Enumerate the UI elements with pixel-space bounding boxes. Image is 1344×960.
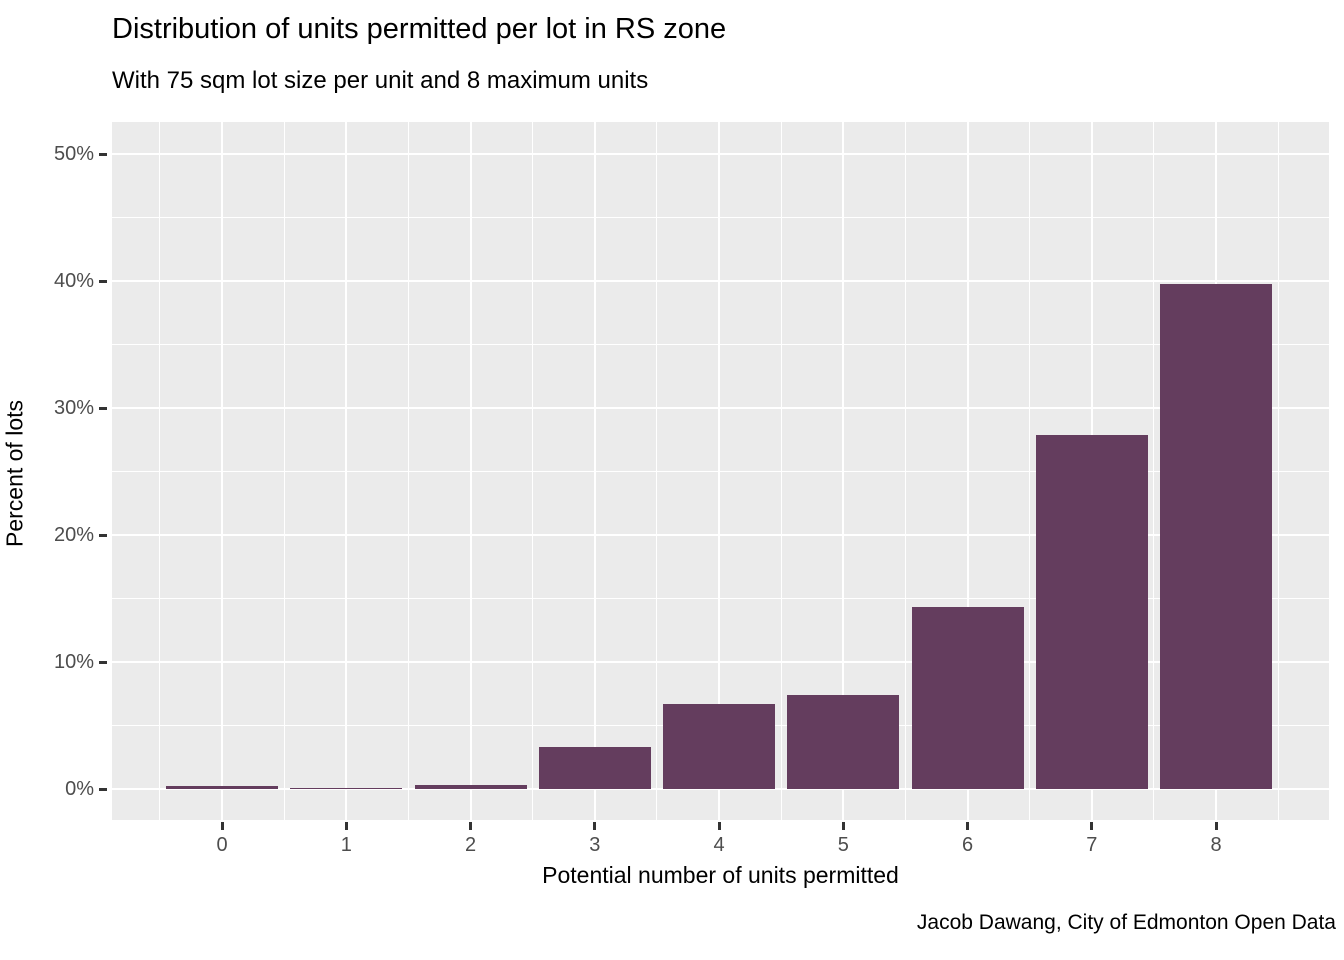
- y-tick-label: 40%: [53, 270, 94, 292]
- y-tick-label: 10%: [53, 651, 94, 673]
- y-tick-label: 0%: [65, 778, 94, 800]
- x-tick-label: 0: [216, 834, 228, 856]
- gridline-horizontal-major: [112, 661, 1329, 663]
- bar-units-0: [166, 786, 278, 789]
- x-tick-mark: [469, 822, 472, 830]
- x-tick-label: 4: [713, 834, 725, 856]
- x-tick-mark: [966, 822, 969, 830]
- x-tick-mark: [593, 822, 597, 830]
- bar-units-3: [539, 747, 651, 789]
- gridline-horizontal-minor: [112, 471, 1329, 472]
- x-tick-label: 2: [464, 834, 477, 856]
- y-tick-label: 30%: [53, 397, 94, 419]
- y-tick-mark: [99, 533, 107, 537]
- x-tick-label: 5: [837, 834, 849, 856]
- bar-units-8: [1160, 284, 1272, 789]
- gridline-horizontal-major: [112, 788, 1329, 790]
- gridline-horizontal-minor: [112, 217, 1329, 218]
- chart-caption: Jacob Dawang, City of Edmonton Open Data: [916, 911, 1336, 934]
- gridline-horizontal-major: [112, 534, 1329, 536]
- x-tick-mark: [717, 822, 721, 830]
- x-tick-label: 1: [340, 834, 352, 856]
- x-tick-label: 7: [1086, 834, 1098, 856]
- bar-units-1: [290, 788, 402, 789]
- chart-title: Distribution of units permitted per lot …: [112, 13, 727, 45]
- gridline-horizontal-minor: [112, 344, 1329, 345]
- bar-units-4: [663, 704, 775, 789]
- x-tick-mark: [1090, 822, 1094, 830]
- x-tick-label: 3: [589, 834, 601, 856]
- x-tick-mark: [344, 822, 348, 830]
- y-tick-mark: [99, 152, 107, 156]
- gridline-horizontal-major: [112, 407, 1329, 409]
- bar-units-5: [787, 695, 899, 789]
- y-tick-label: 50%: [53, 143, 94, 165]
- x-tick-label: 6: [961, 834, 974, 856]
- y-tick-mark: [99, 660, 107, 664]
- gridline-horizontal-minor: [112, 598, 1329, 599]
- y-tick-label: 20%: [53, 524, 94, 546]
- y-tick-mark: [99, 279, 107, 283]
- x-tick-mark: [1214, 822, 1218, 830]
- y-tick-mark: [99, 406, 107, 410]
- x-tick-label: 8: [1210, 834, 1222, 856]
- x-tick-mark: [220, 822, 224, 830]
- bar-units-2: [415, 785, 527, 789]
- x-axis-title: Potential number of units permitted: [542, 862, 899, 888]
- bar-units-6: [912, 607, 1024, 789]
- x-tick-mark: [841, 822, 845, 830]
- gridline-horizontal-major: [112, 153, 1329, 155]
- chart-subtitle: With 75 sqm lot size per unit and 8 maxi…: [112, 67, 649, 94]
- y-axis-title: Percent of lots: [1, 399, 28, 548]
- bar-units-7: [1036, 435, 1148, 789]
- y-tick-mark: [99, 787, 107, 791]
- gridline-horizontal-major: [112, 280, 1329, 282]
- plot-panel: [112, 122, 1329, 820]
